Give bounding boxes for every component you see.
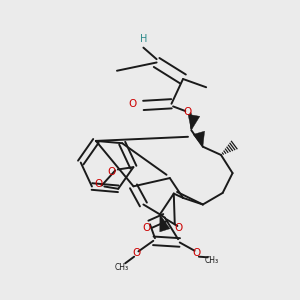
Polygon shape bbox=[160, 214, 170, 232]
Text: O: O bbox=[184, 107, 192, 117]
Text: O: O bbox=[108, 167, 116, 177]
Polygon shape bbox=[193, 131, 205, 147]
Text: O: O bbox=[142, 223, 150, 232]
Text: O: O bbox=[193, 248, 201, 258]
Text: O: O bbox=[94, 179, 103, 189]
Text: O: O bbox=[174, 223, 182, 232]
Text: CH₃: CH₃ bbox=[205, 256, 219, 265]
Text: O: O bbox=[132, 248, 140, 258]
Polygon shape bbox=[188, 114, 200, 130]
Text: H: H bbox=[140, 34, 147, 44]
Text: CH₃: CH₃ bbox=[115, 263, 129, 272]
Text: O: O bbox=[129, 99, 137, 109]
